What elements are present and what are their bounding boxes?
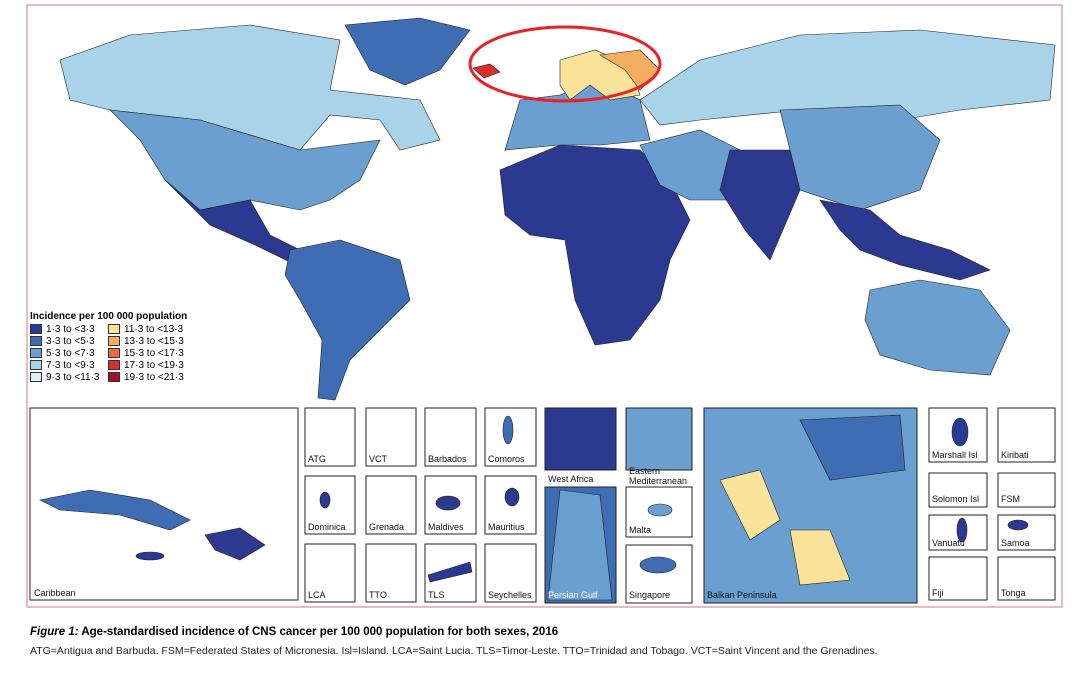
- inset-label: Vanuatu: [932, 538, 965, 548]
- inset-label: Eastern Mediterranean: [629, 466, 688, 486]
- legend: Incidence per 100 000 population 1·3 to …: [30, 311, 198, 383]
- inset-label: Singapore: [629, 590, 671, 600]
- legend-swatch: [30, 336, 42, 346]
- legend-title: Incidence per 100 000 population: [30, 311, 188, 322]
- world: [59, 17, 1056, 401]
- caption-title: Age-standardised incidence of CNS cancer…: [81, 626, 559, 638]
- legend-swatch: [30, 372, 42, 382]
- inset-label: Malta: [629, 525, 652, 535]
- inset-label: Tonga: [1001, 588, 1026, 598]
- legend-label: 19·3 to <21·3: [124, 371, 184, 383]
- inset-label: Balkan Peninsula: [707, 590, 777, 600]
- legend-item: 15·3 to <17·3: [108, 347, 198, 359]
- inset-label: Mauritius: [488, 522, 525, 532]
- frame: [26, 4, 1063, 608]
- legend-swatch: [108, 348, 120, 358]
- legend-swatch: [30, 324, 42, 334]
- legend-item: 5·3 to <7·3: [30, 347, 108, 359]
- figure-number: Figure 1:: [30, 626, 79, 638]
- inset-label: Maldives: [428, 522, 464, 532]
- legend-item: 17·3 to <19·3: [108, 359, 198, 371]
- inset-label: Persian Gulf: [548, 590, 598, 600]
- legend-swatch: [30, 348, 42, 358]
- legend-label: 15·3 to <17·3: [124, 347, 184, 359]
- legend-item: 1·3 to <3·3: [30, 323, 108, 335]
- legend-swatch: [108, 324, 120, 334]
- legend-label: 7·3 to <9·3: [46, 359, 95, 371]
- inset-label: TLS: [428, 590, 445, 600]
- caption-note: ATG=Antigua and Barbuda. FSM=Federated S…: [30, 645, 878, 657]
- legend-item: 7·3 to <9·3: [30, 359, 108, 371]
- inset-label: West Africa: [548, 474, 594, 484]
- legend-item: 11·3 to <13·3: [108, 323, 198, 335]
- legend-label: 9·3 to <11·3: [46, 371, 100, 383]
- inset-label: Comoros: [488, 454, 525, 464]
- inset-label: Barbados: [428, 454, 467, 464]
- inset-label: Fiji: [932, 588, 944, 598]
- legend-label: 5·3 to <7·3: [46, 347, 95, 359]
- inset-label: Seychelles: [488, 590, 532, 600]
- legend-item: 9·3 to <11·3: [30, 371, 108, 383]
- legend-swatch: [108, 360, 120, 370]
- caption: Figure 1: Age-standardised incidence of …: [30, 626, 558, 638]
- legend-swatch: [108, 372, 120, 382]
- inset-shapes: [39, 414, 1029, 601]
- legend-label: 17·3 to <19·3: [124, 359, 184, 371]
- legend-item: 13·3 to <15·3: [108, 335, 198, 347]
- inset-label: Kiribati: [1001, 450, 1029, 460]
- inset-label: Grenada: [369, 522, 405, 532]
- highlight: [468, 25, 662, 103]
- inset-label: Dominica: [308, 522, 346, 532]
- legend-label: 11·3 to <13·3: [124, 323, 184, 335]
- legend-item: 19·3 to <21·3: [108, 371, 198, 383]
- inset-label: ATG: [308, 454, 326, 464]
- legend-item: 3·3 to <5·3: [30, 335, 108, 347]
- inset-label: Marshall Isl: [932, 450, 978, 460]
- inset-label: Solomon Isl: [932, 494, 980, 504]
- legend-swatch: [30, 360, 42, 370]
- inset-label: LCA: [308, 590, 326, 600]
- inset-label: TTO: [369, 590, 387, 600]
- inset-label: FSM: [1001, 494, 1020, 504]
- legend-label: 1·3 to <3·3: [46, 323, 95, 335]
- legend-label: 3·3 to <5·3: [46, 335, 95, 347]
- inset-label: Caribbean: [34, 588, 76, 598]
- legend-swatch: [108, 336, 120, 346]
- legend-label: 13·3 to <15·3: [124, 335, 184, 347]
- legend-items: 1·3 to <3·3 3·3 to <5·3 5·3 to <7·3 7·3 to …: [30, 323, 198, 383]
- inset-label: VCT: [369, 454, 387, 464]
- inset-label: Samoa: [1001, 538, 1030, 548]
